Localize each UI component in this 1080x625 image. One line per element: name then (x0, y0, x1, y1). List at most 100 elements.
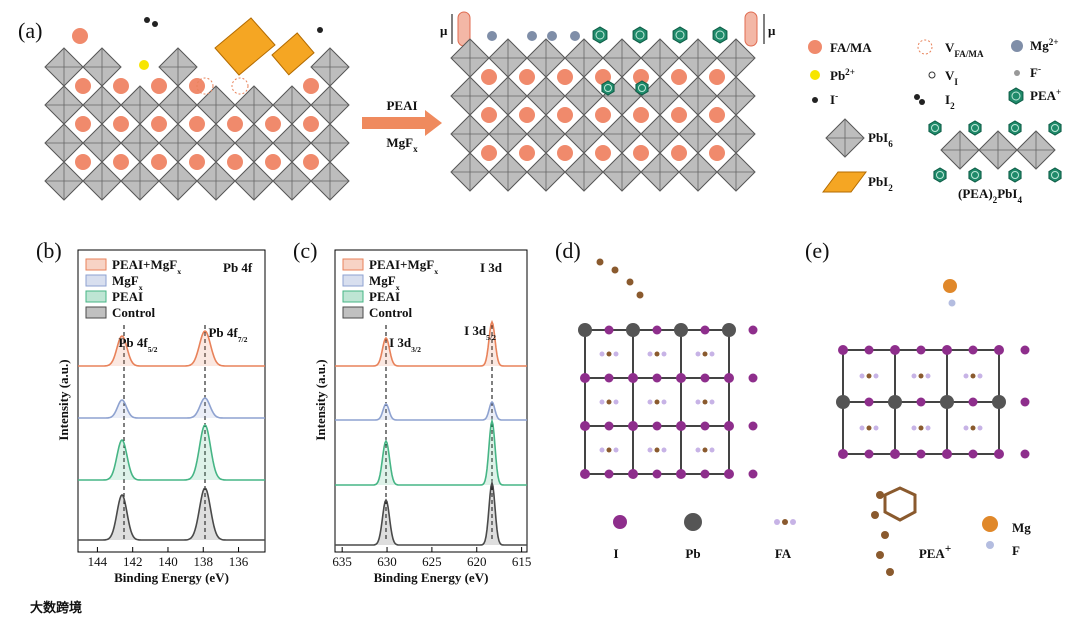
i-atom (968, 397, 978, 407)
cation (481, 145, 497, 161)
octahedron-edge (121, 162, 159, 200)
legend-swatch (85, 306, 107, 319)
mg-atom (943, 279, 957, 293)
iodide (152, 21, 158, 27)
pea-icon (592, 26, 608, 44)
pea-icon (1051, 171, 1059, 179)
cation (227, 154, 243, 170)
fa-atom (606, 399, 612, 405)
legend-icon (919, 99, 925, 105)
arrow-label: MgFx (386, 135, 418, 154)
text-part: 7/2 (238, 335, 248, 344)
legend-label: FA/MA (830, 40, 872, 55)
i-atom (628, 373, 638, 383)
i-atom (942, 345, 952, 355)
fa-atom (654, 399, 660, 405)
fa-atom (859, 425, 865, 431)
i-atom (604, 421, 614, 431)
spectrum (335, 319, 527, 367)
text-part: PbI (868, 174, 888, 189)
plot-frame (334, 249, 528, 553)
pea-atom (876, 551, 884, 559)
i-atom (580, 373, 590, 383)
fa-atom (599, 447, 605, 453)
i-atom (890, 345, 900, 355)
spectrum (78, 486, 265, 541)
fa-atom (606, 351, 612, 357)
text-part: I (954, 77, 958, 87)
pea-icon (1048, 167, 1062, 183)
cation (72, 28, 88, 44)
pbi2-flake (214, 17, 276, 76)
legend-label: Mg (1012, 520, 1031, 535)
pea-icon (1008, 120, 1022, 136)
text-part: FA (775, 546, 792, 561)
core-level: I 3d (480, 260, 503, 275)
pea-icon (931, 124, 939, 132)
cation (595, 69, 611, 85)
fa-atom (918, 425, 924, 431)
spectrum (78, 397, 265, 419)
cation (265, 154, 281, 170)
text-part: x (177, 267, 181, 276)
octahedron-edge (565, 39, 603, 77)
octahedron-edge (489, 39, 527, 77)
pea-atom (636, 291, 644, 299)
text-part: 4 (1017, 195, 1022, 205)
i-atom (864, 397, 874, 407)
octahedron-edge (603, 39, 641, 77)
panel-label: (a) (18, 18, 42, 43)
octahedron-edge (641, 115, 679, 153)
x-tick-label: 142 (123, 554, 143, 569)
i-atom (724, 421, 734, 431)
octahedron-edge (451, 39, 489, 77)
legend-label: I- (830, 91, 838, 107)
iodide (317, 27, 323, 33)
octahedron-edge (159, 162, 197, 200)
fa-atom (774, 519, 780, 525)
pea-icon (715, 30, 725, 40)
i-atom (916, 397, 926, 407)
panel-label: (e) (805, 238, 829, 263)
octahedron-edge (273, 86, 311, 124)
cation (671, 107, 687, 123)
fa-atom (613, 399, 619, 405)
mu-label: μ (440, 23, 448, 38)
legend-icon (1014, 70, 1020, 76)
fa-atom (702, 447, 708, 453)
fa-atom (613, 351, 619, 357)
octahedron-edge (311, 86, 349, 124)
i-atom (748, 421, 758, 431)
fa-atom (859, 373, 865, 379)
legend-label: PEAI+MgFx (112, 257, 181, 276)
octahedron-edge (197, 162, 235, 200)
process-arrow (362, 110, 442, 136)
text-part: MgF (386, 135, 413, 150)
x-tick-label: 615 (512, 554, 532, 569)
fa-atom (647, 399, 653, 405)
panel-label: (b) (36, 238, 62, 263)
spectrum-fill (78, 331, 265, 366)
text-part: - (1038, 64, 1041, 74)
cation (227, 116, 243, 132)
x-tick-label: 136 (229, 554, 249, 569)
cation (595, 145, 611, 161)
x-tick-label: 635 (332, 554, 352, 569)
spectrum-fill (335, 402, 527, 420)
octahedron-edge (197, 124, 235, 162)
fa-atom (911, 425, 917, 431)
fa-atom (695, 399, 701, 405)
text-part: Mg (1012, 520, 1031, 535)
pea-icon (675, 30, 685, 40)
text-part: PbI (997, 186, 1017, 201)
legend-label: PEAI (112, 289, 143, 304)
fa-atom (647, 447, 653, 453)
i-atom (652, 469, 662, 479)
x-tick-label: 620 (467, 554, 487, 569)
octahedron-edge (121, 86, 159, 124)
fa-atom (970, 425, 976, 431)
pea-icon (632, 26, 648, 44)
cation (151, 78, 167, 94)
pea-atom (876, 491, 884, 499)
fa-atom (702, 351, 708, 357)
